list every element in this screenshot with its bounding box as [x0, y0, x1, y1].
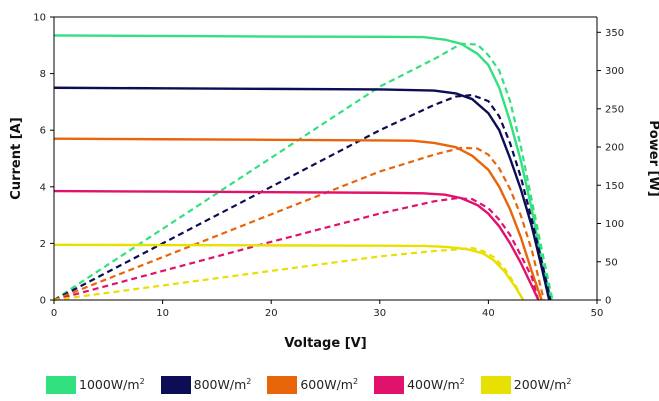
y-tick-label: 4 — [40, 182, 46, 193]
x-tick-label: 30 — [373, 308, 386, 319]
legend-label-text: 1000W/m — [79, 377, 140, 393]
legend-label-text: 400W/m — [407, 377, 460, 393]
legend-swatch — [267, 376, 298, 394]
legend-label-superscript: 2 — [139, 377, 145, 387]
legend-label-text: 200W/m — [513, 377, 567, 393]
legend-swatch — [46, 376, 76, 394]
legend-label-superscript: 2 — [246, 377, 252, 387]
power-curve-series-0 — [53, 42, 554, 301]
legend-item: 600W/m2 — [267, 376, 358, 394]
y-axis-title: Current [A] — [9, 117, 24, 199]
current-curve-series-2 — [53, 137, 543, 301]
legend-label: 1000W/m2 — [79, 377, 145, 392]
y2-tick-label: 200 — [605, 143, 624, 154]
power-curve-series-3 — [53, 197, 540, 302]
legend-label-superscript: 2 — [459, 377, 465, 387]
y-tick-label: 10 — [33, 13, 46, 24]
power-curve-series-1 — [53, 93, 552, 301]
legend-label: 800W/m2 — [194, 377, 252, 392]
y2-tick-label: 300 — [605, 66, 624, 77]
y-tick-label: 8 — [40, 69, 46, 80]
legend-item: 400W/m2 — [374, 376, 465, 394]
y2-tick-label: 0 — [605, 296, 611, 307]
legend-swatch — [374, 376, 405, 394]
power-curve-series-4 — [53, 246, 525, 302]
plot-area — [53, 34, 554, 302]
y-tick-label: 6 — [40, 126, 46, 137]
legend-label-text: 600W/m — [300, 377, 353, 393]
x-tick-label: 10 — [156, 308, 169, 319]
y2-tick-label: 150 — [605, 181, 624, 192]
legend-label: 600W/m2 — [300, 377, 358, 392]
x-axis-title: Voltage [V] — [284, 336, 366, 351]
axes — [53, 16, 598, 301]
current-curve-series-0 — [53, 34, 553, 301]
x-tick-label: 50 — [591, 308, 604, 319]
legend-item: 200W/m2 — [480, 376, 572, 394]
y2-tick-label: 250 — [605, 104, 624, 115]
iv-pv-chart: 0 10 20 30 40 500246810050100150200250300350 … — [9, 13, 659, 352]
y-tick-label: 0 — [40, 296, 46, 307]
legend-swatch — [480, 376, 511, 394]
legend-label-superscript: 2 — [352, 377, 359, 387]
y2-axis-title: Power [W] — [646, 120, 659, 196]
legend-label-superscript: 2 — [566, 377, 572, 387]
legend-label-text: 800W/m — [193, 377, 247, 393]
y2-tick-label: 350 — [605, 28, 624, 39]
x-tick-label: 20 — [265, 308, 278, 319]
legend: 1000W/m2 800W/m2 600W/m2 400W/m2 200W/m2 — [46, 376, 587, 394]
current-curve-series-3 — [53, 189, 540, 301]
y2-tick-label: 100 — [605, 219, 624, 230]
current-curve-series-4 — [53, 243, 525, 301]
legend-label: 400W/m2 — [407, 377, 465, 392]
legend-label: 200W/m2 — [514, 377, 572, 392]
power-curve-series-2 — [53, 146, 545, 302]
legend-swatch — [160, 376, 191, 394]
x-tick-label: 0 — [51, 308, 57, 319]
current-curve-series-1 — [53, 86, 551, 301]
y-tick-label: 2 — [40, 239, 46, 250]
y2-tick-label: 50 — [605, 257, 618, 268]
x-tick-label: 40 — [482, 308, 495, 319]
legend-item: 800W/m2 — [160, 376, 252, 394]
legend-item: 1000W/m2 — [46, 376, 145, 394]
